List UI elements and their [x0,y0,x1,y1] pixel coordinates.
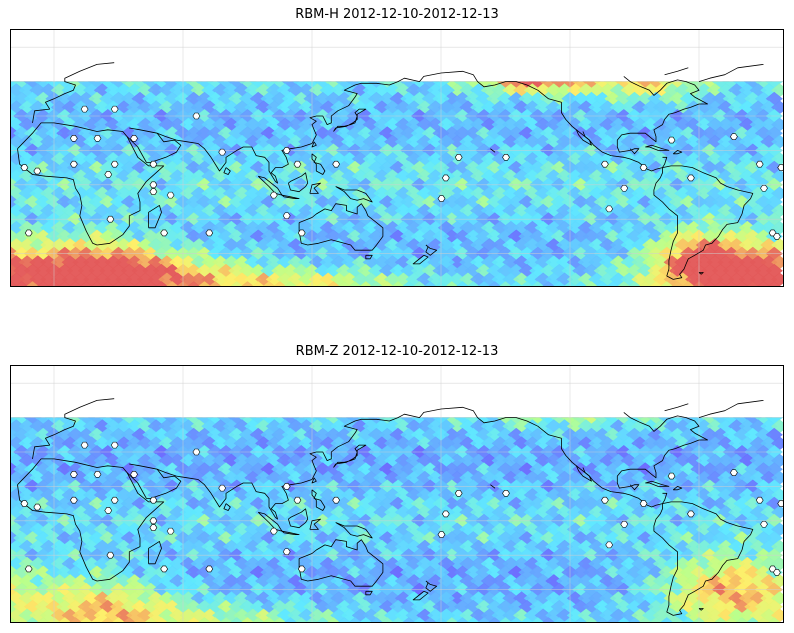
panel-rbm-h-title: RBM-H 2012-12-10-2012-12-13 [295,7,499,22]
panel-rbm-z-map [10,365,784,623]
rbm-h-map-svg [11,30,783,286]
rbm-z-map-svg [11,366,783,622]
station-markers [20,441,783,576]
coastlines [17,62,764,280]
panel-rbm-h-map [10,29,784,287]
gridlines [11,366,783,622]
gridlines [11,30,783,286]
coastlines [17,398,764,616]
data-field [11,417,783,622]
station-markers [20,105,783,240]
data-field [11,81,783,286]
panel-rbm-z-title: RBM-Z 2012-12-10-2012-12-13 [295,344,499,359]
